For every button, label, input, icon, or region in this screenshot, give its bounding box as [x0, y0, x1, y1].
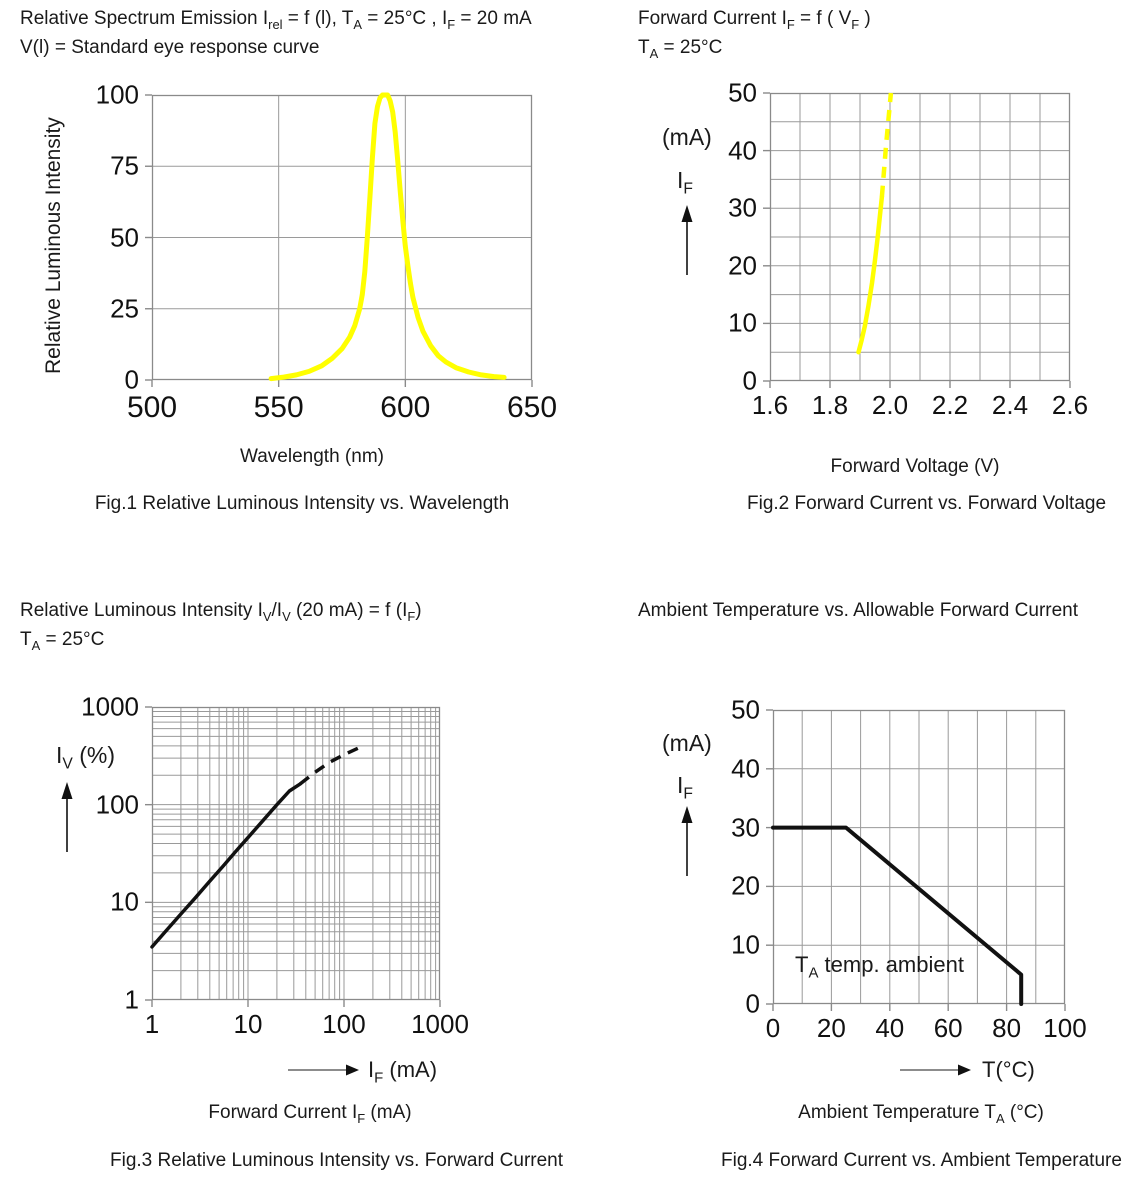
y-tick-label: 1 — [124, 984, 139, 1015]
fig4-x-axis-label: Ambient Temperature TA (°C) — [798, 1102, 1044, 1126]
grid-lines — [152, 707, 440, 1000]
y-tick-label: 50 — [728, 77, 757, 108]
y-tick-label: 40 — [731, 753, 760, 784]
right-arrow-icon — [288, 1064, 359, 1076]
fig3-subtitle: TA = 25°C — [20, 629, 105, 653]
y-tick-label: 1000 — [81, 691, 139, 722]
x-tick-label: 20 — [816, 1013, 846, 1043]
tick-marks — [145, 94, 533, 387]
x-tick-label: 80 — [992, 1013, 1022, 1043]
y-tick-label: 50 — [110, 222, 139, 252]
fig1-x-axis-label: Wavelength (nm) — [240, 446, 384, 467]
x-tick-label: 500 — [126, 391, 178, 424]
y-tick-label: 20 — [728, 250, 757, 281]
emission-spectrum-solid-curve — [268, 92, 507, 382]
y-tick-label: 20 — [731, 870, 760, 901]
x-tick-label: 550 — [253, 391, 304, 424]
plot-border — [151, 706, 441, 1001]
fig1-caption: Fig.1 Relative Luminous Intensity vs. Wa… — [94, 493, 510, 514]
fig1-plot: 500 550 600 650 0 25 50 75 100 — [96, 80, 557, 425]
tick-marks — [763, 92, 1071, 388]
fig4-y-symbol-label: IF — [677, 772, 693, 803]
y-tick-label: 75 — [110, 150, 139, 181]
y-tick-label: 100 — [95, 79, 139, 110]
derating-curve-solid-curve — [771, 825, 1024, 1006]
y-tick-label: 0 — [124, 364, 139, 395]
fig3-y-symbol-label: IV (%) — [56, 742, 115, 773]
fig4-caption: Fig.4 Forward Current vs. Ambient Temper… — [721, 1150, 1122, 1171]
right-arrow-icon — [900, 1064, 971, 1076]
grid-lines — [773, 710, 1065, 1004]
fig2-x-axis-label: Forward Voltage (V) — [830, 456, 1000, 477]
fig4-x-arrow-label: T(°C) — [982, 1057, 1035, 1082]
fig3-x-arrow-label: IF (mA) — [368, 1057, 438, 1087]
fig4-annotation: TA temp. ambient — [795, 952, 964, 982]
relative-intensity-curve-dashed-curve — [299, 745, 361, 786]
fig4-plot: 0 20 40 60 80 100 0 10 20 30 40 50 — [731, 695, 1087, 1044]
grid-lines — [152, 95, 532, 380]
fig4-svg — [766, 709, 1066, 1011]
fig2-subtitle: TA = 25°C — [638, 37, 723, 61]
up-arrow-icon — [681, 806, 693, 876]
plot-border — [772, 709, 1066, 1005]
fig2-caption: Fig.2 Forward Current vs. Forward Voltag… — [747, 493, 1107, 514]
up-arrow-icon — [681, 205, 693, 275]
x-tick-label: 2.2 — [931, 390, 969, 420]
x-tick-label: 2.0 — [871, 390, 909, 420]
y-tick-label: 0 — [742, 365, 757, 396]
x-tick-label: 1.6 — [751, 390, 789, 420]
x-tick-label: 2.4 — [991, 390, 1029, 420]
x-tick-label: 100 — [322, 1009, 366, 1039]
fig4-title: Ambient Temperature vs. Allowable Forwar… — [638, 600, 1079, 621]
fig1-title: Relative Spectrum Emission Irel = f (l),… — [20, 8, 532, 32]
fig3-x-axis-label: Forward Current IF (mA) — [208, 1102, 412, 1126]
y-tick-label: 40 — [728, 135, 757, 166]
y-tick-label: 30 — [731, 812, 760, 843]
x-tick-label: 1.8 — [811, 390, 849, 420]
y-tick-label: 0 — [745, 988, 760, 1019]
fig2-y-unit-label: (mA) — [662, 124, 712, 150]
plot-border — [769, 92, 1071, 382]
y-tick-label: 100 — [95, 789, 139, 820]
y-tick-label: 30 — [728, 192, 757, 223]
grid-lines — [770, 93, 1070, 381]
fig3-plot: 1 10 100 1000 1 10 100 1000 — [81, 692, 469, 1040]
x-tick-label: 40 — [875, 1013, 905, 1043]
fig3-caption: Fig.3 Relative Luminous Intensity vs. Fo… — [110, 1150, 564, 1171]
x-tick-label: 60 — [933, 1013, 963, 1043]
x-tick-label: 650 — [506, 391, 558, 424]
x-tick-label: 100 — [1043, 1013, 1087, 1043]
y-tick-label: 50 — [731, 694, 760, 725]
fig2-y-symbol-label: IF — [677, 167, 693, 198]
x-tick-label: 1 — [144, 1009, 160, 1039]
plot-border — [151, 94, 533, 381]
fig3-title: Relative Luminous Intensity IV/IV (20 mA… — [20, 600, 422, 624]
iv-curve-dashed-curve — [879, 92, 894, 197]
x-tick-label: 1000 — [411, 1009, 469, 1039]
x-tick-label: 0 — [765, 1013, 781, 1043]
fig3-svg — [145, 706, 441, 1007]
x-tick-label: 600 — [380, 391, 431, 424]
x-tick-label: 10 — [233, 1009, 263, 1039]
fig2-title: Forward Current IF = f ( VF ) — [638, 8, 871, 32]
y-tick-label: 10 — [731, 929, 760, 960]
y-tick-label: 10 — [728, 307, 757, 338]
relative-intensity-curve-solid-curve — [150, 782, 302, 949]
y-tick-label: 25 — [110, 293, 139, 324]
x-tick-label: 2.6 — [1051, 390, 1089, 420]
y-tick-label: 10 — [110, 886, 139, 917]
fig4-y-unit-label: (mA) — [662, 730, 712, 756]
up-arrow-icon — [61, 782, 73, 852]
tick-marks — [145, 706, 441, 1007]
fig2-svg — [763, 92, 1071, 388]
fig2-plot: 1.6 1.8 2.0 2.2 2.4 2.6 0 10 20 30 40 50 — [728, 78, 1088, 421]
iv-curve-solid-curve — [856, 194, 885, 355]
fig1-subtitle: V(l) = Standard eye response curve — [20, 37, 320, 58]
fig1-svg — [145, 92, 533, 387]
